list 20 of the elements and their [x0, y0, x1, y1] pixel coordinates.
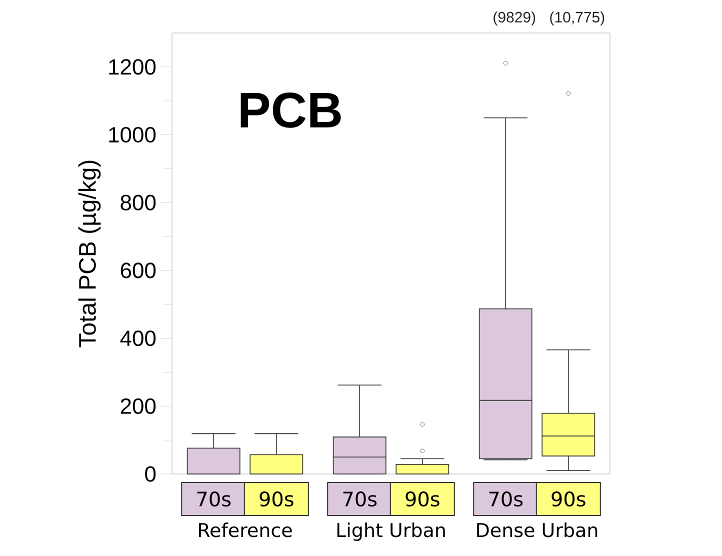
y-tick-label: 1200 — [109, 59, 156, 75]
text: 70s — [343, 491, 377, 507]
text: (10,775) — [550, 11, 604, 26]
y-tick-label: 0 — [145, 466, 156, 482]
y-tick-label: 800 — [120, 194, 156, 210]
x-tick-label: Light Urban — [337, 522, 445, 541]
y-tick-label: 600 — [120, 262, 156, 278]
text: (9829) — [494, 11, 536, 26]
text: PCB — [240, 92, 341, 128]
legend-label: 70s — [197, 491, 231, 507]
x-tick-label: Dense Urban — [477, 522, 598, 538]
text: 90s — [406, 491, 440, 507]
legend-label: 90s — [260, 491, 294, 507]
y-tick-label: 1000 — [109, 126, 156, 143]
x-tick-label: Reference — [199, 522, 292, 538]
text: 70s — [489, 491, 523, 507]
y-axis-title: Total PCB (µg/kg) — [78, 160, 101, 348]
text: 90s — [552, 491, 586, 507]
y-tick-label: 400 — [120, 330, 156, 346]
y-tick-label: 200 — [120, 398, 156, 414]
